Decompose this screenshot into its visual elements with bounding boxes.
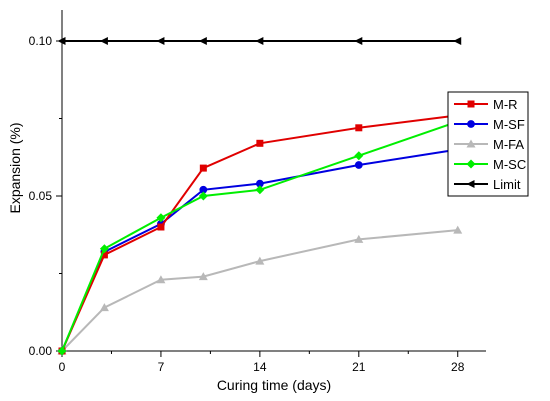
data-point <box>255 256 265 265</box>
data-point <box>157 223 165 231</box>
data-point <box>57 37 66 45</box>
data-point <box>355 124 363 132</box>
x-tick-label: 0 <box>59 360 66 374</box>
data-point <box>354 161 363 169</box>
data-point <box>199 185 208 194</box>
data-point <box>255 185 265 195</box>
series-line <box>61 114 458 352</box>
data-point <box>156 275 166 284</box>
y-tick-label: 0.10 <box>29 34 53 48</box>
data-point <box>99 303 109 312</box>
x-tick-label: 21 <box>352 360 366 374</box>
series-line <box>61 229 458 352</box>
legend-entry: M-SC <box>454 157 526 172</box>
legend-entry: M-FA <box>454 137 524 152</box>
axes <box>61 10 486 352</box>
series-m-r <box>58 111 462 355</box>
data-point <box>255 179 264 188</box>
legend-marker <box>467 120 475 128</box>
series-m-fa <box>57 225 463 355</box>
x-axis-label: Curing time (days) <box>217 377 331 393</box>
legend: M-R M-SF M-FA M-SC Limit <box>447 91 529 197</box>
x-tick-label: 14 <box>253 360 267 374</box>
x-tick-label: 7 <box>158 360 165 374</box>
data-point <box>99 244 109 254</box>
data-point <box>354 234 364 243</box>
x-tick-label: 28 <box>451 360 465 374</box>
series-m-sf <box>58 145 462 355</box>
legend-label: Limit <box>493 177 521 192</box>
y-tick-label: 0.05 <box>29 189 53 203</box>
legend-label: M-SC <box>493 157 526 172</box>
legend-label: M-SF <box>493 117 525 132</box>
data-point <box>453 225 463 234</box>
legend-entry: M-SF <box>454 117 525 132</box>
data-point <box>198 37 207 45</box>
legend-label: M-R <box>493 97 518 112</box>
legend-label: M-FA <box>493 137 524 152</box>
data-point <box>453 37 462 45</box>
series-limit <box>57 37 462 45</box>
series-layer <box>57 37 463 356</box>
data-point <box>354 151 364 161</box>
data-point <box>198 191 208 201</box>
legend-entry: Limit <box>454 177 521 192</box>
legend-marker <box>466 159 476 169</box>
data-point <box>256 139 264 147</box>
legend-marker <box>466 139 476 148</box>
data-point <box>57 346 67 356</box>
y-tick-label: 0.00 <box>29 344 53 358</box>
legend-marker <box>466 180 475 188</box>
data-point <box>199 164 207 172</box>
data-point <box>198 272 208 281</box>
data-point <box>156 37 165 45</box>
ticks: 0 7 14 21 28 0.00 0.05 0.10 <box>29 34 465 374</box>
legend-marker <box>467 100 475 108</box>
data-point <box>100 251 108 259</box>
data-point <box>99 37 108 45</box>
data-point <box>255 37 264 45</box>
legend-entry: M-R <box>454 97 518 112</box>
y-axis-label: Expansion (%) <box>7 122 23 213</box>
data-point <box>156 213 166 223</box>
data-point <box>354 37 363 45</box>
